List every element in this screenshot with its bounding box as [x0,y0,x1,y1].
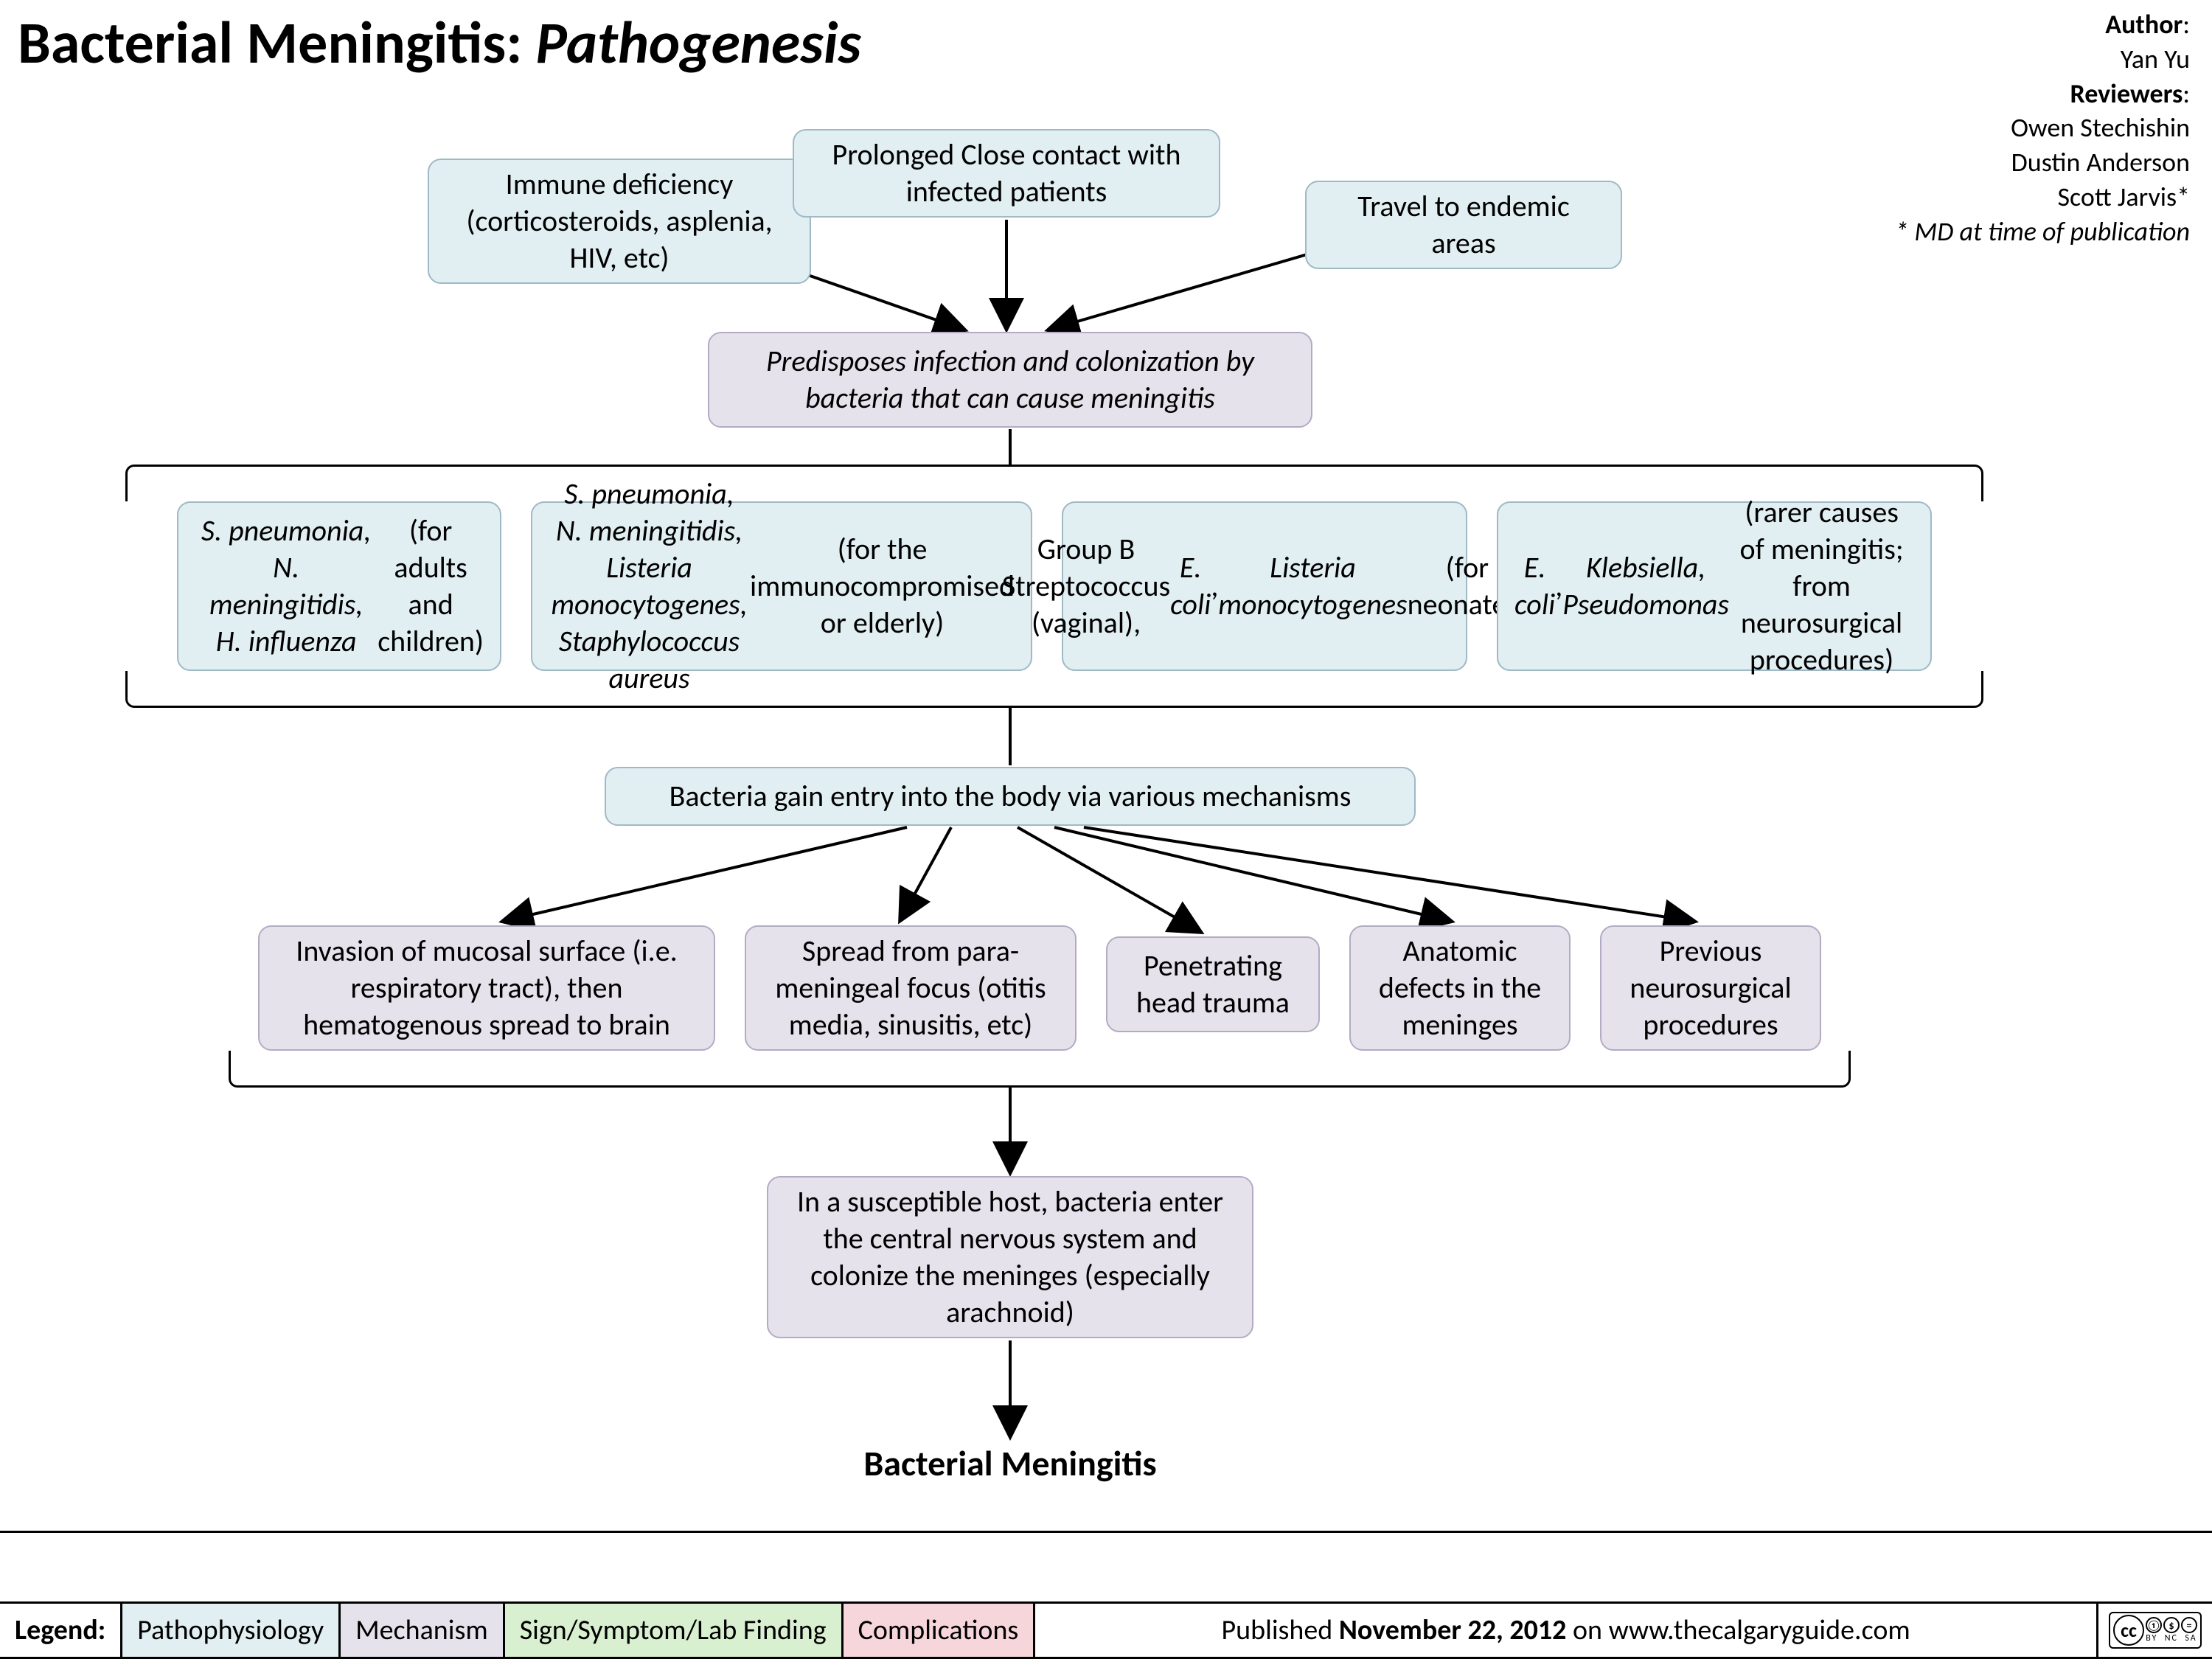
node-predis: Predisposes infection and colonization b… [708,332,1312,428]
legend-bar: Legend: Pathophysiology Mechanism Sign/S… [0,1601,2212,1659]
arrow [1084,827,1696,922]
author-name: Yan Yu [1895,42,2190,77]
arrow [1018,827,1202,933]
cc-license-icon: cc ①$= BY NC SA [2098,1604,2212,1657]
reviewer-3: Scott Jarvis* [1895,180,2190,215]
author-label: Author [2105,8,2183,41]
arrow-layer [0,0,2212,1659]
node-contact: Prolonged Close contact with infected pa… [793,129,1220,218]
bracket-stem [1009,1088,1012,1101]
arrow [1054,827,1453,922]
node-mech2: Spread from para-meningeal focus (otitis… [745,925,1077,1051]
node-mech3: Penetrating head trauma [1106,936,1320,1032]
bracket-stem [1009,451,1012,465]
legend-sign: Sign/Symptom/Lab Finding [505,1604,844,1657]
reviewers-label: Reviewers [2070,77,2183,110]
node-entry: Bacteria gain entry into the body via va… [605,767,1416,826]
node-final: Bacterial Meningitis [804,1441,1217,1493]
credits-block: Author: Yan Yu Reviewers: Owen Stechishi… [1895,7,2190,249]
legend-published: Published November 22, 2012 on www.theca… [1035,1604,2098,1657]
footer-top-rule [0,1531,2212,1533]
legend-label: Legend: [0,1604,122,1657]
arrow [900,827,951,922]
pub-suffix: on www.thecalgaryguide.com [1566,1613,1910,1647]
node-colonize: In a susceptible host, bacteria enter th… [767,1176,1253,1338]
node-bact2: S. pneumonia, N. meningitidis, Listeria … [531,501,1032,671]
node-bact1: S. pneumonia, N. meningitidis, H. influe… [177,501,501,671]
node-immune: Immune deficiency (corticosteroids, aspl… [428,159,811,284]
node-mech5: Previous neurosurgical procedures [1600,925,1821,1051]
title-main: Bacterial Meningitis: [18,7,522,79]
arrow [1047,251,1320,330]
pub-date: November 22, 2012 [1339,1613,1567,1647]
page-title: Bacterial Meningitis: Pathogenesis [18,7,861,79]
bracket [229,1051,1851,1088]
reviewer-1: Owen Stechishin [1895,111,2190,145]
legend-mechanism: Mechanism [341,1604,505,1657]
node-bact3: Group B Streptococcus (vaginal), E. coli… [1062,501,1467,671]
title-sub: Pathogenesis [535,7,861,79]
arrow [501,827,907,922]
md-note: * MD at time of publication [1895,215,2190,249]
pub-prefix: Published [1222,1613,1339,1647]
node-travel: Travel to endemic areas [1305,181,1622,269]
bracket [125,671,1983,708]
bracket [125,465,1983,501]
reviewer-2: Dustin Anderson [1895,145,2190,180]
legend-complications: Complications [844,1604,1036,1657]
node-bact4: E. coli, Klebsiella, Pseudomonas (rarer … [1497,501,1932,671]
node-mech1: Invasion of mucosal surface (i.e. respir… [258,925,715,1051]
bracket-stem [1009,708,1012,721]
node-mech4: Anatomic defects in the meninges [1349,925,1571,1051]
legend-pathophysiology: Pathophysiology [122,1604,341,1657]
